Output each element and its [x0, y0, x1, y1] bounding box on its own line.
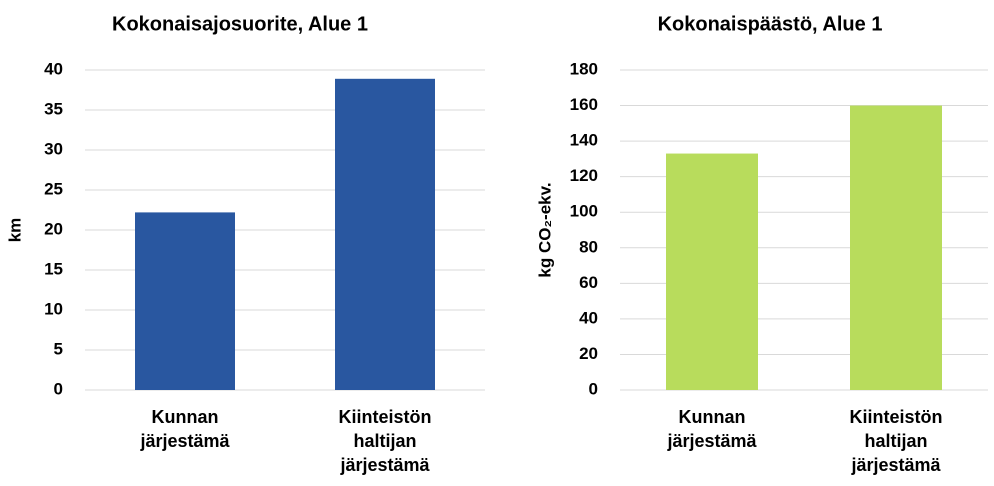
y-tick-label: 5	[54, 339, 63, 358]
y-tick-label: 120	[570, 166, 598, 185]
y-tick-label: 0	[589, 379, 598, 398]
bar	[335, 78, 435, 391]
y-tick-label: 160	[570, 95, 598, 114]
y-tick-label: 80	[579, 237, 598, 256]
y-tick-label: 20	[44, 219, 63, 238]
y-tick-label: 15	[44, 259, 63, 278]
x-tick-label: haltijan	[353, 431, 416, 451]
y-tick-label: 140	[570, 131, 598, 150]
x-tick-label: haltijan	[864, 431, 927, 451]
y-tick-label: 60	[579, 273, 598, 292]
y-tick-label: 40	[44, 59, 63, 78]
y-tick-label: 100	[570, 202, 598, 221]
x-tick-label: järjestämä	[339, 455, 430, 475]
x-tick-label: Kunnan	[679, 407, 746, 427]
y-axis-label: kg CO₂-ekv.	[535, 182, 554, 277]
x-tick-label: järjestämä	[139, 431, 230, 451]
bar	[666, 153, 758, 390]
y-tick-label: 25	[44, 179, 63, 198]
y-tick-label: 40	[579, 308, 598, 327]
bar	[850, 105, 942, 391]
y-tick-label: 180	[570, 59, 598, 78]
y-tick-label: 10	[44, 299, 63, 318]
y-tick-label: 35	[44, 99, 63, 118]
y-axis-label: km	[5, 218, 24, 243]
x-tick-label: Kiinteistön	[339, 407, 432, 427]
x-tick-label: järjestämä	[666, 431, 757, 451]
chart-title: Kokonaispäästö, Alue 1	[658, 13, 883, 35]
y-tick-label: 30	[44, 139, 63, 158]
x-tick-label: Kiinteistön	[850, 407, 943, 427]
x-tick-label: järjestämä	[850, 455, 941, 475]
y-tick-label: 0	[54, 379, 63, 398]
bar	[135, 212, 235, 390]
x-tick-label: Kunnan	[152, 407, 219, 427]
y-tick-label: 20	[579, 344, 598, 363]
chart-title: Kokonaisajosuorite, Alue 1	[112, 13, 368, 35]
